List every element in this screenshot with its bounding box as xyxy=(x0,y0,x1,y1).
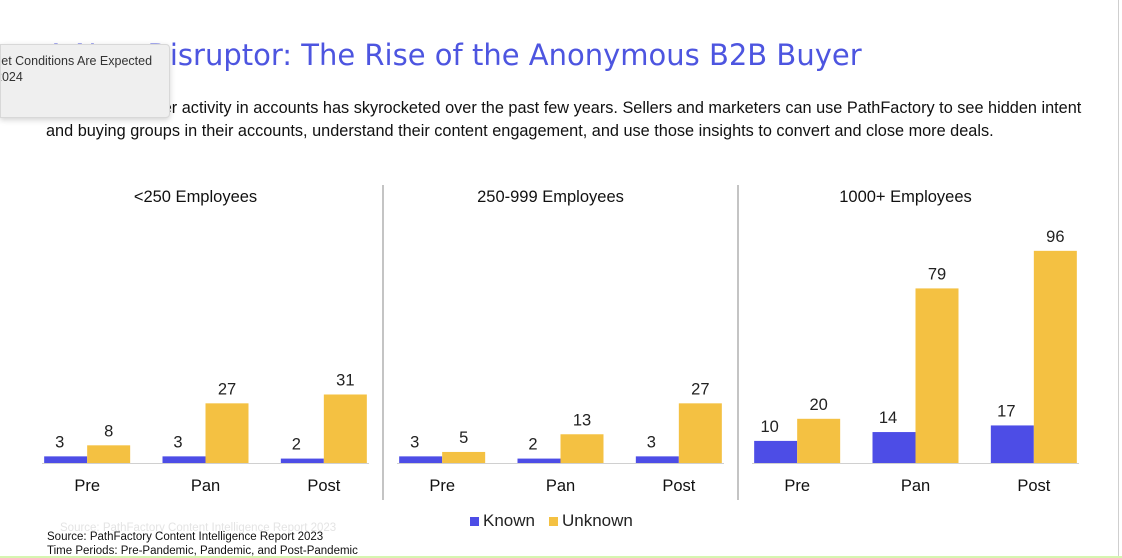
bar-unknown xyxy=(87,445,131,463)
chart: <250 Employees 3 8 Pre 3 27 Pan 2 31 Post 250-999 … xyxy=(42,185,1079,500)
data-label-known: 3 xyxy=(410,433,419,451)
tooltip-line-1: ket Conditions Are Expected xyxy=(0,54,153,68)
bar-known xyxy=(754,440,798,463)
category-label: Pan xyxy=(901,477,930,495)
bar-known xyxy=(44,456,88,463)
category-label: Post xyxy=(307,477,340,495)
panel-title: <250 Employees xyxy=(134,188,257,206)
data-label-unknown: 5 xyxy=(459,429,468,447)
bar-unknown xyxy=(797,418,841,463)
legend-item-unknown: Unknown xyxy=(548,511,633,531)
category-label: Post xyxy=(1017,477,1050,495)
bar-unknown xyxy=(678,403,722,463)
category-label: Pre xyxy=(74,477,100,495)
tooltip-line-2: 2024 xyxy=(1,70,23,84)
legend-swatch-known xyxy=(470,516,479,526)
legend-item-known: Known xyxy=(470,511,535,531)
bar-unknown xyxy=(560,434,604,463)
ghost-source-text: Source: PathFactory Content Intelligence… xyxy=(60,522,337,534)
source-note: Source: PathFactory Content Intelligence… xyxy=(47,530,358,558)
bar-known xyxy=(280,458,324,463)
category-label: Pan xyxy=(191,477,220,495)
data-label-known: 3 xyxy=(55,433,64,451)
data-label-unknown: 79 xyxy=(928,265,946,283)
data-label-unknown: 31 xyxy=(336,371,354,389)
bar-known xyxy=(635,456,679,463)
data-label-known: 2 xyxy=(292,436,301,454)
data-label-known: 3 xyxy=(173,433,182,451)
data-label-unknown: 96 xyxy=(1046,228,1064,246)
data-label-unknown: 27 xyxy=(691,380,709,398)
data-label-unknown: 8 xyxy=(104,422,113,440)
source-line-1: Source: PathFactory Content Intelligence… xyxy=(47,531,324,543)
data-label-known: 17 xyxy=(997,402,1015,420)
data-label-unknown: 20 xyxy=(809,396,827,414)
category-label: Pan xyxy=(546,477,575,495)
source-line-2: Time Periods: Pre-Pandemic, Pandemic, an… xyxy=(47,545,358,557)
panel-title: 250-999 Employees xyxy=(477,188,624,206)
bar-unknown xyxy=(442,451,486,463)
slide-body-text: Anonymous buyer activity in accounts has… xyxy=(46,99,1082,140)
bar-known xyxy=(399,456,443,463)
bottom-border xyxy=(0,556,1122,558)
data-label-unknown: 27 xyxy=(218,380,236,398)
data-label-known: 14 xyxy=(879,409,897,427)
bar-known xyxy=(162,456,206,463)
chart-legend: Known Unknown xyxy=(470,511,633,531)
bar-unknown xyxy=(323,394,367,463)
data-label-unknown: 13 xyxy=(573,411,591,429)
panel-title: 1000+ Employees xyxy=(839,188,972,206)
legend-swatch-unknown xyxy=(548,516,558,526)
category-label: Pre xyxy=(784,477,810,495)
window-edge xyxy=(1118,0,1119,558)
bar-unknown xyxy=(1033,250,1077,463)
bar-unknown xyxy=(205,403,249,463)
bar-known xyxy=(872,432,916,463)
category-label: Pre xyxy=(429,477,455,495)
data-label-known: 2 xyxy=(528,436,537,454)
slide-title: A New Disruptor: The Rise of the Anonymo… xyxy=(46,38,862,72)
data-label-known: 10 xyxy=(760,418,778,436)
bar-known xyxy=(517,458,561,463)
hover-tooltip: ket Conditions Are Expected 2024 xyxy=(0,44,170,118)
category-label: Post xyxy=(662,477,695,495)
data-label-known: 3 xyxy=(647,433,656,451)
legend-label-known: Known xyxy=(483,511,535,530)
bar-known xyxy=(990,425,1034,463)
legend-label-unknown: Unknown xyxy=(561,511,633,530)
bar-unknown xyxy=(915,288,959,463)
